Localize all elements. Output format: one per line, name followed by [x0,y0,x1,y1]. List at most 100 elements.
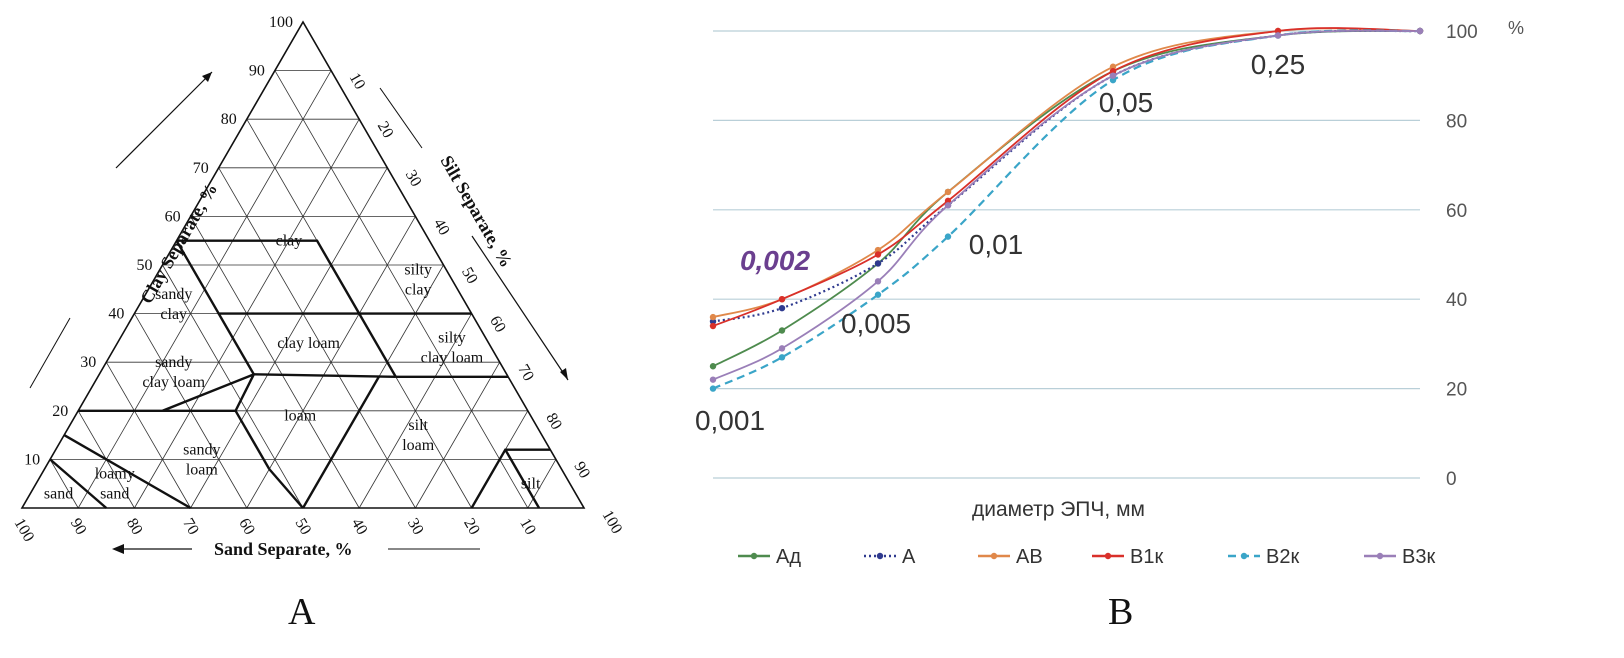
texture-class-label: clay loam [277,335,340,352]
data-point [944,233,952,240]
sand-tick-label: 20 [460,516,483,538]
point-label: 0,25 [1251,49,1306,80]
series-line [712,29,1421,381]
data-point [709,318,717,325]
grid-line-silt [527,459,557,509]
data-point [874,246,882,254]
data-point [1274,32,1282,39]
silt-tick-label: 40 [430,216,453,238]
data-point [874,278,882,285]
legend-item: В3к [1364,546,1435,568]
clay-arrow-line [115,71,213,169]
grid-line-silt [190,167,388,509]
line-chart-series [709,27,1424,392]
clay-tick-label: 30 [80,354,96,371]
data-point [1109,68,1117,75]
data-point [778,304,786,312]
series-line [712,27,1421,318]
legend-label: В1к [1130,546,1163,568]
data-point [778,327,786,334]
sand-tick-label: 90 [67,516,90,538]
legend-item: Ад [738,546,801,568]
series-В1к [709,27,1424,330]
point-label: 0,05 [1099,87,1154,118]
x-axis-label: диаметр ЭПЧ, мм [972,498,1145,521]
legend-label: В3к [1402,546,1435,568]
texture-class-label: silt loam [402,417,435,454]
y-unit-label: % [1508,18,1524,38]
clay-tick-label: 60 [165,208,181,225]
texture-class-label: silty clay loam [421,330,484,367]
series-АВ [709,27,1424,321]
texture-class-boundary [63,434,192,510]
ternary-grid [49,70,557,509]
clay-tick-label: 80 [221,111,237,128]
grid-line-sand [162,264,304,509]
data-point [709,313,717,321]
data-point [1109,76,1117,84]
silt-tick-label: 50 [458,265,481,287]
series-В3к [709,27,1424,383]
y-tick-label: 80 [1446,111,1467,132]
point-label: 0,01 [969,229,1024,260]
legend-marker [1104,552,1112,560]
ternary-region-labels: clay silty clay sandy clay clay loam silty clay… [44,233,541,503]
grid-line-silt [358,313,472,509]
texture-class-boundary [504,449,541,509]
sand-tick-label: 40 [348,516,371,538]
point-label: 0,005 [841,308,911,339]
texture-class-boundary [49,458,108,509]
legend-item: А [864,546,916,568]
sand-tick-label: 60 [235,516,258,538]
data-point [1416,27,1424,35]
grid-line-sand [49,459,79,509]
texture-class-boundary [268,468,304,509]
silt-tick-label: 60 [486,313,509,335]
legend-label: Ад [776,546,801,568]
texture-class-boundary [217,312,255,375]
legend-item: АВ [978,546,1043,568]
silt-arrow-head [560,368,568,380]
data-point [709,322,717,330]
legend-label: АВ [1016,546,1043,568]
data-point [778,296,786,303]
silt-tick-label: 20 [374,119,397,141]
line-chart-legend: Ад А АВ В1к В2к В3к [738,546,1435,568]
data-point [1109,72,1117,79]
y-tick-label: 100 [1446,22,1478,43]
panel-label-b: B [1108,591,1133,633]
line-chart-y-tick-labels: 0 20 40 60 80 100 [1446,22,1478,490]
clay-tick-label: 40 [108,306,124,323]
texture-class-boundary [234,410,271,470]
texture-class-boundary [358,312,397,378]
sand-tick-label: 70 [179,516,202,538]
texture-class-label: sandy clay [155,286,192,323]
texture-class-boundary [234,373,255,412]
soil-texture-triangle: 10 20 30 40 50 60 70 80 90 100 10 20 30 40 50 60 70 80 90 1… [11,14,626,559]
silt-axis-label: Silt Separate, % [437,152,517,271]
clay-tick-label: 100 [269,14,293,31]
clay-arrow-head [202,72,212,82]
texture-class-label: silty clay [404,262,432,299]
texture-class-label: clay [276,233,303,250]
data-point [944,188,952,196]
ternary-outline [20,20,586,509]
silt-tail-line [379,87,423,149]
clay-tick-label: 90 [249,63,265,80]
silt-tick-label: 30 [402,167,425,189]
legend-item: В2к [1228,546,1299,568]
legend-label: А [902,546,916,568]
texture-class-label: loamy sand [95,466,135,503]
legend-marker [1376,552,1384,560]
sand-tick-label: 80 [123,516,146,538]
line-chart-point-labels: 0,001 0,002 0,005 0,01 0,05 0,25 [695,49,1305,436]
data-point [778,354,786,361]
silt-tick-label: 100 [599,508,626,537]
panel-label-a: A [288,591,316,633]
data-point [709,363,717,370]
legend-marker [750,552,758,560]
texture-class-label: silt [521,476,541,493]
legend-marker [990,552,998,560]
texture-class-label: sand [44,485,73,502]
clay-tail-line [29,317,71,389]
